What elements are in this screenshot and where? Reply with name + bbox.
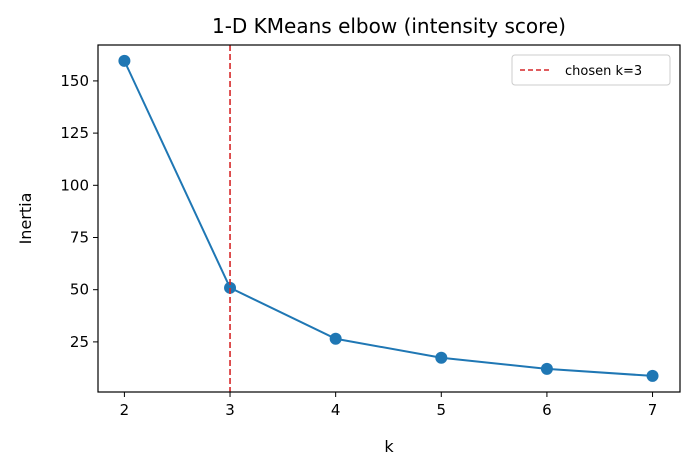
y-axis-label: Inertia [16, 193, 35, 245]
y-tick-label: 150 [60, 72, 89, 90]
x-tick-label: 3 [225, 401, 235, 419]
x-tick-label: 5 [437, 401, 447, 419]
y-tick-label: 125 [60, 124, 89, 142]
data-point [646, 369, 659, 382]
y-tick-label: 100 [60, 176, 89, 194]
y-tick-label: 25 [70, 333, 89, 351]
x-axis-label: k [384, 437, 394, 456]
plot-frame [97, 44, 681, 393]
x-tick-label: 6 [542, 401, 552, 419]
x-tick-label: 7 [648, 401, 658, 419]
y-tick-label: 50 [70, 281, 89, 299]
data-point [118, 54, 131, 67]
y-tick-label: 75 [70, 228, 89, 246]
x-tick-label: 4 [331, 401, 341, 419]
chart-title: 1-D KMeans elbow (intensity score) [212, 14, 566, 38]
x-tick-label: 2 [120, 401, 130, 419]
legend-label: chosen k=3 [565, 64, 642, 79]
data-point [224, 281, 237, 294]
data-point [329, 332, 342, 345]
data-point [435, 351, 448, 364]
legend-box [511, 54, 671, 86]
series-line [123, 60, 653, 377]
legend: chosen k=3 [511, 54, 671, 86]
data-point [540, 362, 553, 375]
